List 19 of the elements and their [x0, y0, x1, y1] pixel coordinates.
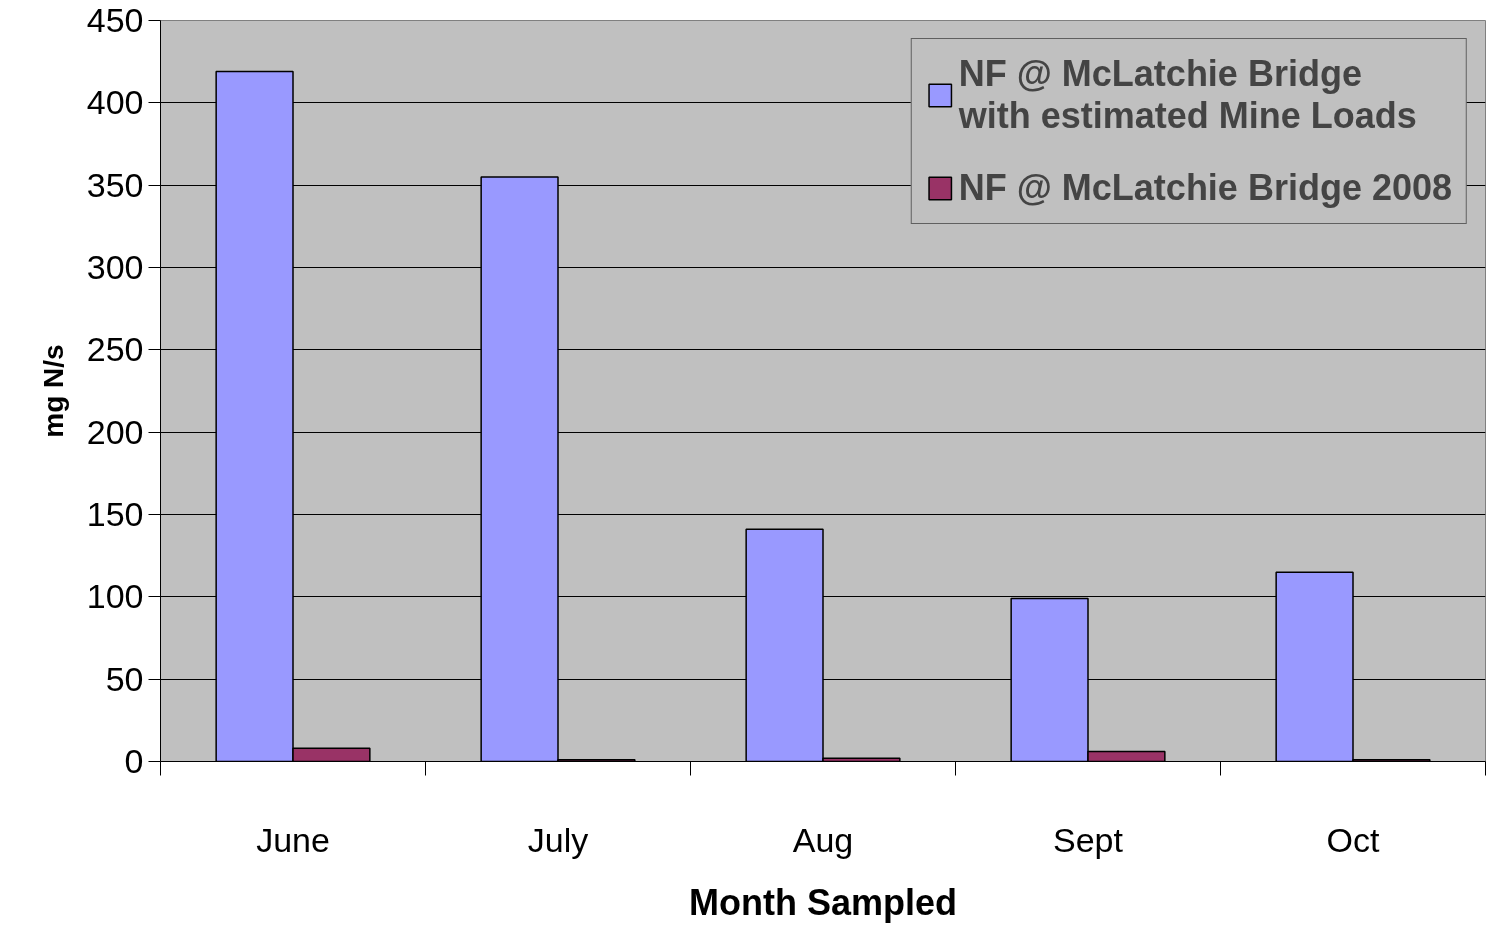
- y-tick-label: 50: [105, 659, 144, 698]
- legend-label: NF @ McLatchie Bridge with estimated Mine Loads: [958, 53, 1417, 137]
- y-tick-label: 150: [86, 495, 144, 533]
- x-axis-title: Month Sampled: [689, 881, 957, 923]
- y-tick-label: 0: [124, 742, 144, 780]
- y-tick-label: 250: [86, 330, 144, 369]
- y-tick-label: 300: [86, 248, 144, 286]
- legend-label: NF @ McLatchie Bridge 2008: [958, 167, 1452, 209]
- x-tick-label: June: [256, 820, 330, 859]
- x-tick-label: Sept: [1053, 820, 1124, 859]
- y-tick-label: 450: [86, 1, 144, 39]
- y-tick-label: 200: [86, 412, 144, 451]
- x-tick-label: Aug: [792, 820, 854, 859]
- y-tick-label: 400: [86, 83, 144, 122]
- x-tick-label: July: [527, 820, 589, 859]
- y-axis-title: mg N/s: [37, 344, 69, 438]
- y-tick-label: 100: [86, 577, 144, 616]
- x-tick-label: Oct: [1326, 820, 1380, 859]
- y-tick-label: 350: [86, 165, 144, 204]
